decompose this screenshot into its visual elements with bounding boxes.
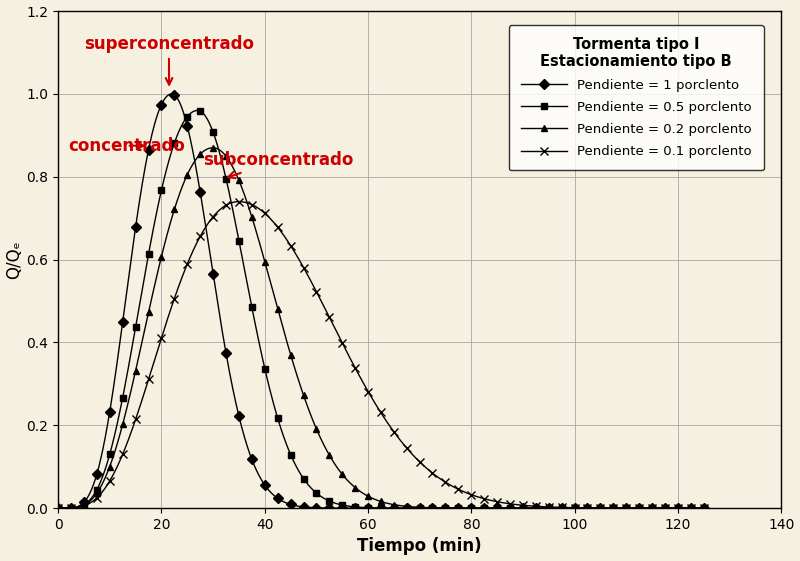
Line: Pendiente = 0.2 porclento: Pendiente = 0.2 porclento — [54, 144, 707, 512]
Text: superconcentrado: superconcentrado — [84, 35, 254, 85]
Line: Pendiente = 1 porclento: Pendiente = 1 porclento — [54, 90, 707, 512]
Pendiente = 0.1 porclento — [680, 505, 690, 512]
Y-axis label: Q/Qₑ: Q/Qₑ — [6, 240, 23, 279]
Pendiente = 0.1 porclento — [367, 396, 377, 402]
Pendiente = 0.5 porclento — [699, 505, 709, 512]
Pendiente = 0.1 porclento — [699, 505, 709, 512]
Legend: Pendiente = 1 porclento, Pendiente = 0.5 porclento, Pendiente = 0.2 porclento, P: Pendiente = 1 porclento, Pendiente = 0.5… — [509, 25, 764, 170]
Pendiente = 0.5 porclento — [193, 107, 202, 114]
Line: Pendiente = 0.1 porclento: Pendiente = 0.1 porclento — [54, 197, 708, 512]
Pendiente = 1 porclento — [167, 90, 177, 97]
Pendiente = 0.2 porclento — [208, 144, 218, 151]
Pendiente = 0.1 porclento — [562, 504, 572, 511]
Pendiente = 0.2 porclento — [562, 505, 572, 512]
Pendiente = 0.2 porclento — [681, 505, 690, 512]
Pendiente = 0.1 porclento — [86, 499, 96, 506]
Pendiente = 0.1 porclento — [350, 365, 360, 371]
Pendiente = 1 porclento — [54, 505, 63, 512]
Pendiente = 1 porclento — [86, 488, 96, 494]
Line: Pendiente = 0.5 porclento: Pendiente = 0.5 porclento — [54, 107, 707, 512]
Pendiente = 0.5 porclento — [86, 495, 96, 502]
Pendiente = 0.1 porclento — [54, 505, 63, 512]
Pendiente = 0.5 porclento — [367, 504, 377, 511]
Pendiente = 1 porclento — [681, 505, 690, 512]
Pendiente = 0.2 porclento — [699, 505, 709, 512]
Pendiente = 0.2 porclento — [86, 497, 96, 504]
Text: subconcentrado: subconcentrado — [202, 151, 353, 178]
Pendiente = 0.5 porclento — [350, 504, 360, 511]
Pendiente = 1 porclento — [680, 505, 690, 512]
Pendiente = 0.5 porclento — [562, 505, 572, 512]
X-axis label: Tiempo (min): Tiempo (min) — [358, 537, 482, 555]
Pendiente = 1 porclento — [350, 505, 360, 512]
Pendiente = 1 porclento — [699, 505, 709, 512]
Pendiente = 1 porclento — [562, 505, 572, 512]
Pendiente = 0.2 porclento — [367, 495, 377, 502]
Pendiente = 0.2 porclento — [54, 505, 63, 512]
Pendiente = 0.1 porclento — [234, 198, 244, 205]
Text: concentrado: concentrado — [68, 137, 186, 155]
Pendiente = 0.2 porclento — [350, 484, 360, 491]
Pendiente = 0.5 porclento — [54, 505, 63, 512]
Pendiente = 0.2 porclento — [680, 505, 690, 512]
Pendiente = 0.1 porclento — [681, 505, 690, 512]
Pendiente = 1 porclento — [367, 505, 377, 512]
Pendiente = 0.5 porclento — [681, 505, 690, 512]
Pendiente = 0.5 porclento — [680, 505, 690, 512]
